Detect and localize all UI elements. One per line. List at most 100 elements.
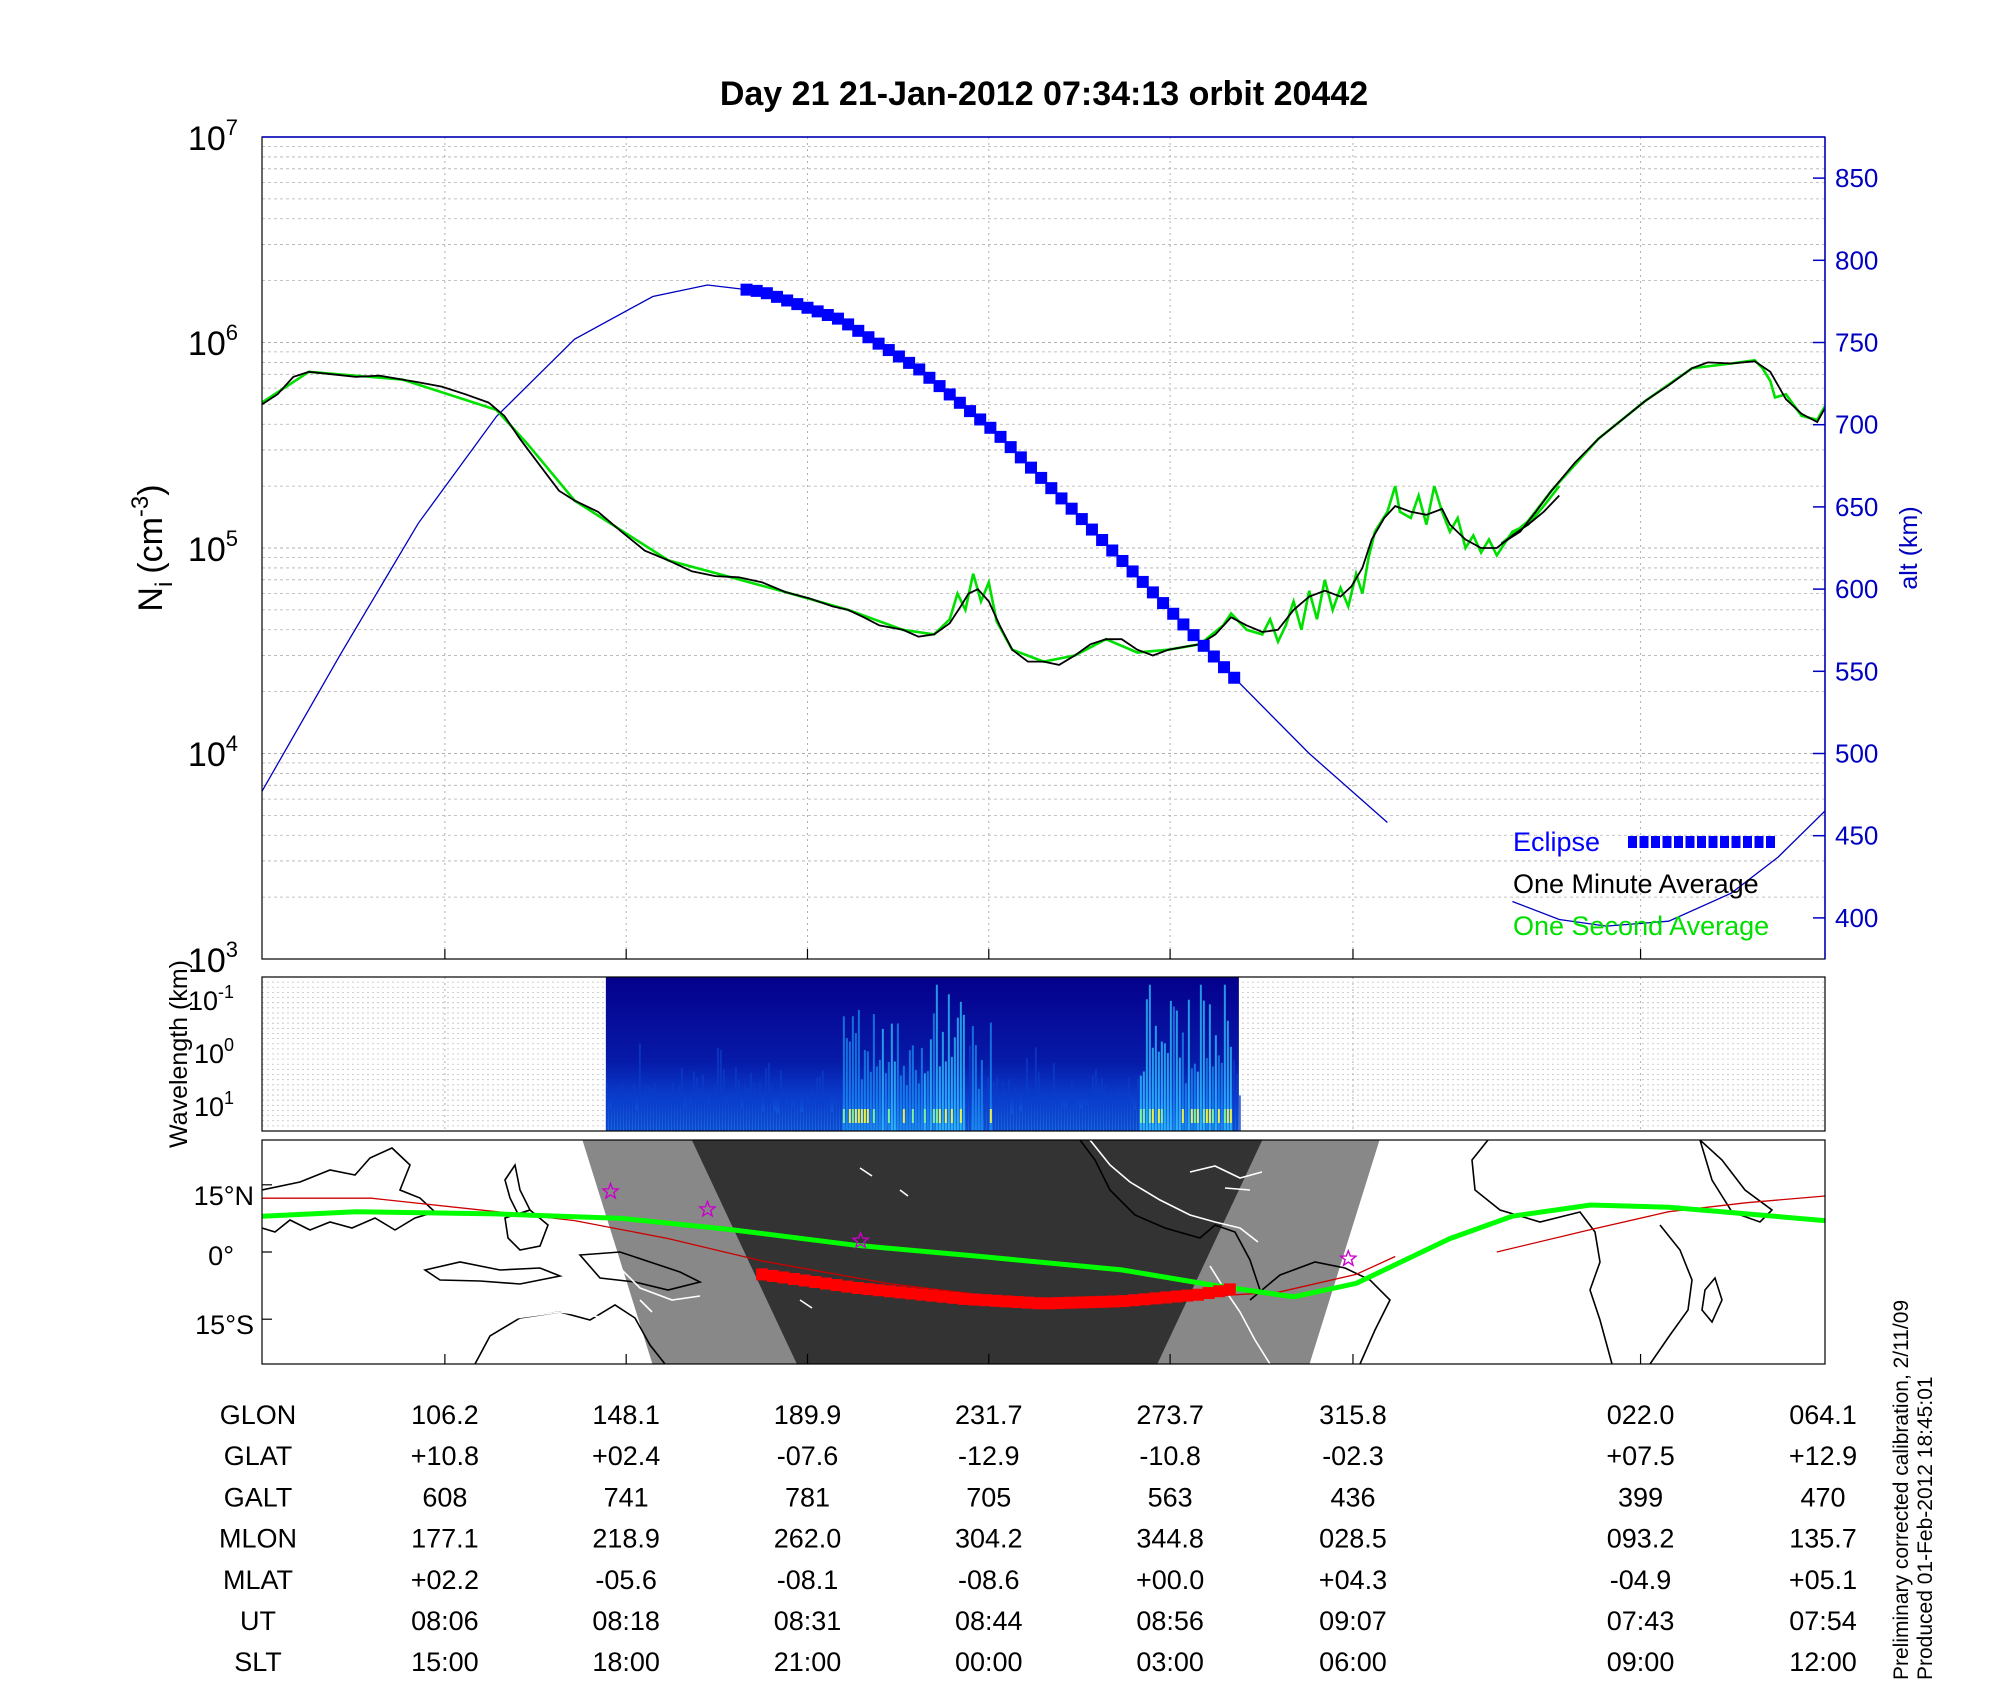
table-cell: 262.0 — [774, 1524, 842, 1554]
spectrogram-column — [1049, 1097, 1052, 1131]
map-eclipse-marker — [841, 1280, 854, 1293]
spectrogram-column — [947, 994, 950, 1131]
legend-eclipse-label: Eclipse — [1513, 827, 1600, 857]
spectrogram-column — [671, 1083, 674, 1131]
eclipse-marker — [791, 298, 804, 311]
legend-eclipse-marker — [1628, 836, 1637, 848]
chart-title: Day 21 21-Jan-2012 07:34:13 orbit 20442 — [720, 75, 1368, 113]
map-eclipse-marker — [1191, 1288, 1204, 1301]
spectrogram-column — [686, 1102, 689, 1131]
legend-eclipse-swatch — [1628, 836, 1775, 848]
map-eclipse-marker — [1043, 1297, 1056, 1310]
spectrogram-column — [1016, 1101, 1019, 1131]
ground-track-map: 15°N 0° 15°S — [194, 1139, 1826, 1365]
spectrogram-hotspot — [1193, 1109, 1196, 1123]
table-cell: 315.8 — [1319, 1400, 1387, 1430]
table-cell: +00.0 — [1136, 1565, 1204, 1595]
spectrogram-hotspot — [950, 1109, 953, 1123]
spectrogram-column — [1175, 1010, 1178, 1131]
spectrogram-column — [815, 1078, 818, 1131]
table-cell: 106.2 — [411, 1400, 479, 1430]
spectrogram-column — [779, 1070, 782, 1131]
spectrogram-column — [1220, 1062, 1223, 1131]
map-eclipse-marker — [766, 1269, 779, 1282]
spectrogram-column — [1100, 1077, 1103, 1131]
spectrogram-column — [692, 1071, 695, 1131]
spectrogram-tick-1e0: 100 — [194, 1035, 234, 1069]
map-eclipse-marker — [1138, 1293, 1151, 1306]
table-cell: 08:56 — [1136, 1606, 1204, 1636]
spectrogram-column — [950, 1056, 953, 1131]
spectrogram-tick-1e1: 101 — [194, 1088, 234, 1122]
spectrogram-column — [1103, 1085, 1106, 1131]
density-tick-1e5: 105 — [188, 526, 238, 569]
spectrogram-hotspot — [857, 1109, 860, 1123]
table-cell: 135.7 — [1789, 1524, 1857, 1554]
spectrogram-column — [1109, 1089, 1112, 1131]
spectrogram-column — [797, 1091, 800, 1131]
spectrogram-column — [980, 1059, 983, 1131]
spectrogram-column — [734, 1067, 737, 1131]
map-eclipse-marker — [1064, 1296, 1077, 1309]
spectrogram-hotspot — [932, 1109, 935, 1123]
spectrogram-hotspot — [938, 1109, 941, 1123]
eclipse-marker — [781, 294, 794, 307]
eclipse-marker — [831, 312, 844, 325]
spectrogram-column — [1142, 1071, 1145, 1131]
spectrogram-hotspot — [872, 1109, 875, 1123]
legend-eclipse-marker — [1743, 836, 1752, 848]
eclipse-marker — [1106, 544, 1119, 557]
table-cell: 148.1 — [592, 1400, 660, 1430]
spectrogram-column — [1001, 1081, 1004, 1131]
spectrogram-column — [1235, 1073, 1238, 1131]
orbit-parameter-table: GLON 106.2 148.1 189.9 231.7 273.7 315.8 022.0 0… — [219, 1400, 1857, 1677]
spectrogram-frame — [261, 976, 1826, 1132]
table-cell: +12.9 — [1789, 1441, 1857, 1471]
altitude-axis-label: alt (km) — [1895, 506, 1923, 589]
calibration-note-line1: Preliminary corrected calibration, 2/11/… — [1890, 1300, 1913, 1680]
eclipse-marker — [882, 344, 895, 357]
legend-eclipse-marker — [1731, 836, 1741, 848]
one-minute-average-line-segment — [1501, 360, 1825, 545]
spectrogram-streaks — [605, 984, 1241, 1131]
spectrogram-column — [647, 1086, 650, 1131]
spectrogram-column — [683, 1106, 686, 1131]
spectrogram-column — [983, 1095, 986, 1131]
spectrogram-column — [1151, 1047, 1154, 1131]
spectrogram-hotspot — [842, 1109, 845, 1123]
spectrogram-column — [749, 1072, 752, 1131]
eclipse-marker — [943, 388, 956, 401]
spectrogram-column — [812, 1097, 815, 1131]
spectrogram-column — [935, 984, 938, 1131]
spectrogram-hotspot — [1190, 1109, 1193, 1123]
table-cell: -07.6 — [777, 1441, 839, 1471]
spectrogram-column — [767, 1062, 770, 1131]
deep-night-region — [691, 1140, 1263, 1364]
spectrogram-column — [896, 1023, 899, 1131]
map-eclipse-marker — [904, 1287, 917, 1300]
eclipse-marker — [892, 350, 905, 363]
spectrogram-column — [1040, 1094, 1043, 1131]
spectrogram-column — [1163, 1043, 1166, 1131]
map-eclipse-marker — [830, 1279, 843, 1292]
spectrogram-column — [1106, 1090, 1109, 1131]
map-eclipse-marker — [883, 1285, 896, 1298]
spectrogram-hotspot — [1229, 1109, 1232, 1123]
table-cell: -08.6 — [958, 1565, 1020, 1595]
spectrogram-hotspot — [989, 1109, 992, 1123]
spectrogram-column — [653, 1083, 656, 1131]
spectrogram-column — [968, 1045, 971, 1131]
legend: Eclipse One Minute Average One Second Av… — [1513, 827, 1775, 941]
spectrogram-column — [860, 1079, 863, 1131]
density-tick-1e3: 103 — [188, 937, 238, 980]
station-stars — [601, 1181, 1358, 1267]
spectrogram-column — [1046, 1098, 1049, 1131]
spectrogram-column — [1208, 1004, 1211, 1131]
map-lat-ticks — [262, 1184, 1642, 1364]
spectrogram-column — [956, 1017, 959, 1131]
spectrogram-column — [872, 1014, 875, 1131]
eclipse-marker — [974, 413, 987, 426]
eclipse-marker — [1035, 471, 1048, 484]
spectrogram-column — [1202, 1000, 1205, 1131]
spectrogram-column — [1037, 1072, 1040, 1131]
